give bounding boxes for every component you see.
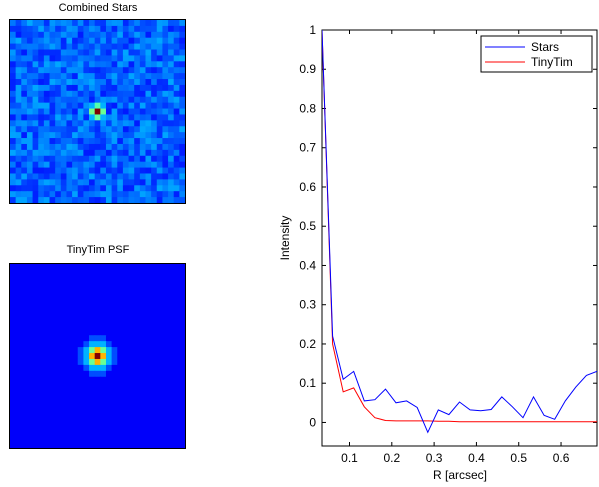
y-tick-label: 0.6 bbox=[299, 180, 316, 194]
x-axis-label: R [arcsec] bbox=[433, 468, 487, 482]
x-tick-label: 0.2 bbox=[383, 451, 400, 465]
y-tick-label: 0.5 bbox=[299, 219, 316, 233]
x-tick-label: 0.5 bbox=[510, 451, 527, 465]
y-axis-label: Intensity bbox=[278, 216, 292, 261]
y-tick-label: 0.1 bbox=[299, 376, 316, 390]
y-tick-label: 1 bbox=[309, 23, 316, 37]
y-tick-label: 0.3 bbox=[299, 298, 316, 312]
y-tick-label: 0.4 bbox=[299, 258, 316, 272]
y-tick-label: 0.8 bbox=[299, 101, 316, 115]
combined-stars-image bbox=[9, 19, 186, 204]
series-line-tinytim bbox=[322, 30, 597, 423]
y-tick-label: 0.7 bbox=[299, 141, 316, 155]
combined-stars-title: Combined Stars bbox=[58, 2, 138, 14]
chart-legend bbox=[480, 35, 593, 73]
legend-label: Stars bbox=[531, 40, 559, 54]
x-tick-label: 0.6 bbox=[553, 451, 570, 465]
series-line-stars bbox=[322, 30, 597, 434]
y-tick-label: 0.9 bbox=[299, 62, 316, 76]
tinytim-psf-image bbox=[9, 263, 186, 449]
plot-frame bbox=[321, 29, 598, 447]
tinytim-psf-title: TinyTim PSF bbox=[66, 244, 130, 256]
x-tick-label: 0.1 bbox=[341, 451, 358, 465]
x-tick-label: 0.3 bbox=[426, 451, 443, 465]
legend-label: TinyTim bbox=[531, 55, 573, 69]
y-tick-label: 0 bbox=[309, 415, 316, 429]
x-tick-label: 0.4 bbox=[468, 451, 485, 465]
y-tick-label: 0.2 bbox=[299, 337, 316, 351]
